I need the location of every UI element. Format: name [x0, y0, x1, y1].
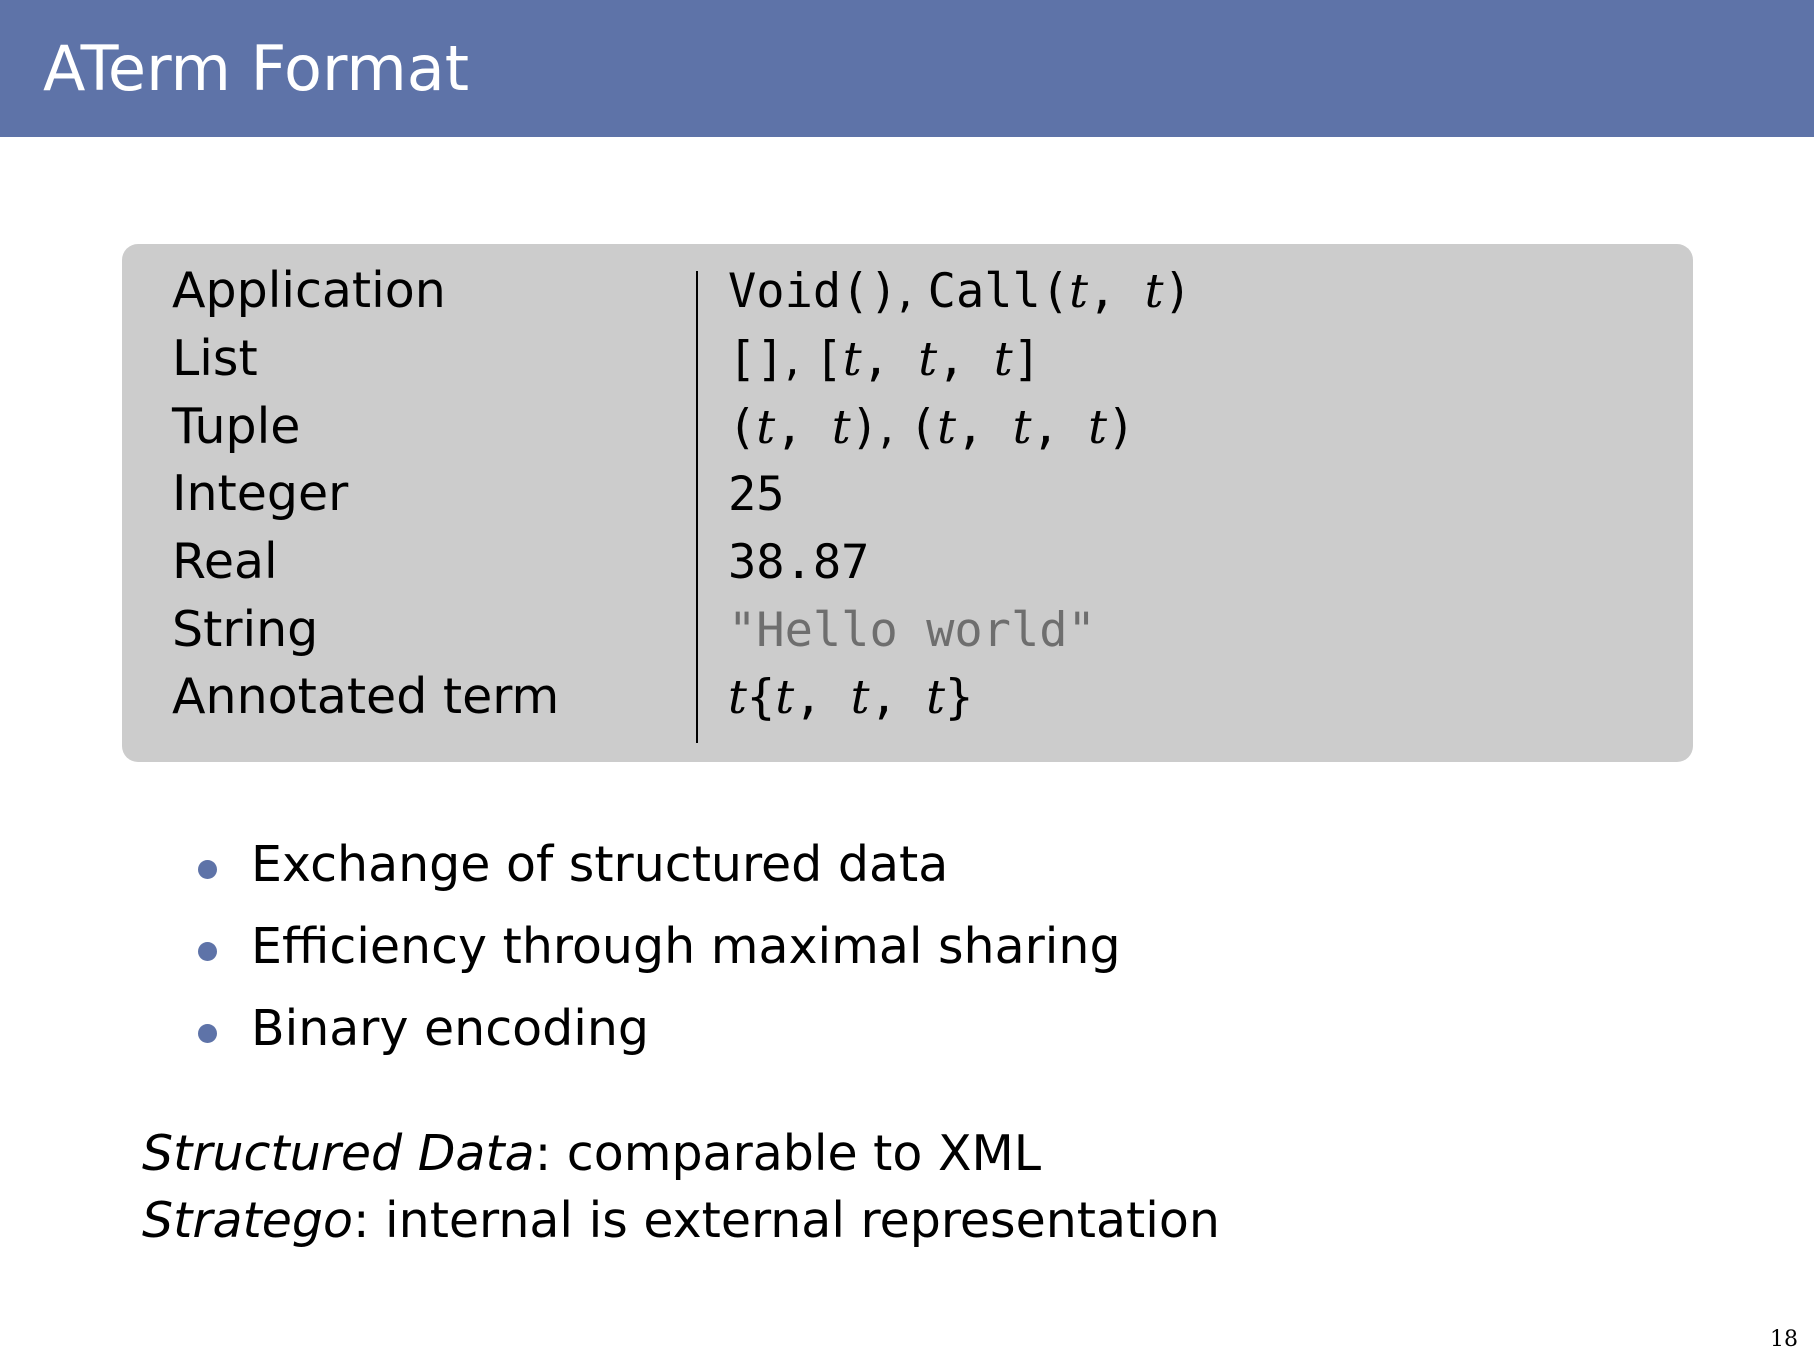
note-stratego: Stratego: internal is external represent… [142, 1187, 1220, 1254]
table-row-label-list: List [172, 330, 258, 387]
table-row-value-annotated-term: t{t, t, t} [728, 670, 974, 725]
bullet-text: Binary encoding [251, 1000, 650, 1057]
table-row-label-tuple: Tuple [172, 398, 301, 455]
table-row-label-annotated-term: Annotated term [172, 668, 560, 725]
table-row-value-tuple: (t, t), (t, t, t) [728, 400, 1136, 455]
note-term: Stratego [142, 1192, 353, 1249]
slide-header: ATerm Format [0, 0, 1814, 137]
table-row-label-real: Real [172, 533, 278, 590]
table-row-value-application: Void(), Call(t, t) [728, 264, 1192, 319]
notes-block: Structured Data: comparable to XML Strat… [142, 1120, 1220, 1254]
bullet-text: Efficiency through maximal sharing [251, 918, 1121, 975]
bullet-text: Exchange of structured data [251, 836, 949, 893]
bullet-icon [198, 942, 217, 961]
table-divider [696, 271, 698, 743]
table-row-value-integer: 25 [728, 467, 785, 522]
bullet-icon [198, 860, 217, 879]
table-row-value-string: "Hello world" [728, 603, 1096, 658]
table-row-label-application: Application [172, 262, 446, 319]
slide-title: ATerm Format [43, 32, 470, 105]
note-structured-data: Structured Data: comparable to XML [142, 1120, 1220, 1187]
note-text: : comparable to XML [534, 1125, 1042, 1182]
note-term: Structured Data [142, 1125, 535, 1182]
table-row-label-string: String [172, 601, 319, 658]
bullet-icon [198, 1024, 217, 1043]
table-row-value-real: 38.87 [728, 535, 870, 590]
note-text: : internal is external representation [352, 1192, 1220, 1249]
table-row-label-integer: Integer [172, 465, 349, 522]
page-number: 18 [1770, 1327, 1798, 1352]
aterm-table-box: Application Void(), Call(t, t) List [], … [122, 244, 1693, 762]
table-row-value-list: [], [t, t, t] [728, 332, 1041, 387]
